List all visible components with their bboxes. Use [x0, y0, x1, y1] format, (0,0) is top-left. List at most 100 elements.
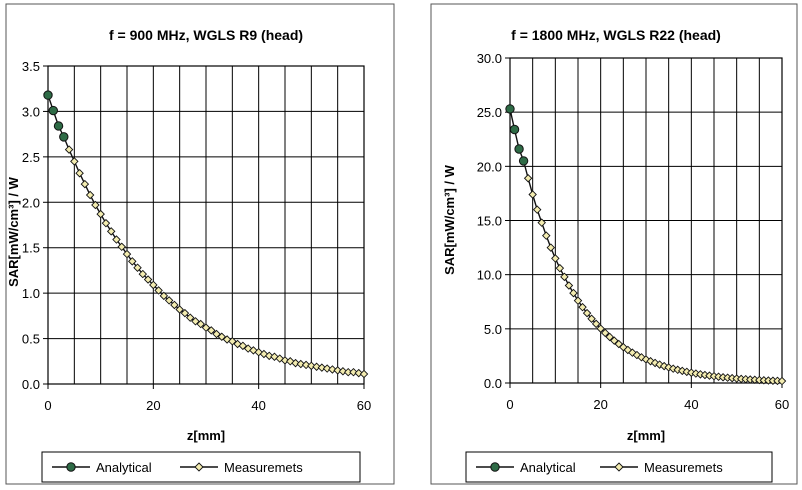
measurement-point — [349, 367, 358, 377]
measurement-point — [628, 348, 637, 357]
measurement-point — [338, 367, 348, 376]
measurement-point — [228, 337, 237, 346]
measurement-point — [301, 360, 311, 370]
legend-marker-measurements — [614, 462, 624, 472]
legend-label: Measuremets — [224, 460, 303, 475]
measurement-point — [523, 174, 533, 183]
y-axis-label: SAR[mW/cm³] / W — [442, 164, 457, 275]
y-tick-label: 0.0 — [22, 377, 40, 392]
plot-area-frame — [509, 57, 783, 384]
chart-border — [430, 3, 798, 485]
legend-box — [41, 451, 361, 483]
measurement-point — [196, 319, 205, 329]
measurement-point — [70, 157, 79, 166]
plot-area-frame — [47, 65, 365, 385]
measurement-point — [600, 328, 610, 338]
measurement-point — [207, 326, 216, 335]
measurement-point — [264, 351, 274, 361]
chart-title: f = 1800 MHz, WGLS R22 (head) — [511, 27, 721, 43]
measurement-point — [317, 363, 327, 372]
measurement-point — [307, 361, 316, 371]
measurement-point — [573, 296, 583, 305]
measurement-point — [91, 200, 100, 210]
y-tick-label: 3.5 — [22, 59, 40, 74]
measurement-point — [532, 205, 542, 214]
measurement-point — [201, 323, 211, 332]
measurement-point — [551, 254, 560, 263]
analytical-point — [43, 90, 53, 100]
analytical-point — [505, 104, 515, 114]
measurement-point — [596, 324, 605, 333]
measurement-point — [528, 190, 537, 199]
measurement-point — [546, 243, 556, 252]
x-tick-label: 0 — [44, 398, 51, 413]
measurement-point — [678, 366, 687, 376]
legend-label: Analytical — [520, 460, 576, 475]
legend-marker-analytical — [66, 462, 76, 472]
measurement-point — [64, 145, 74, 154]
chart-svg-1800mhz: f = 1800 MHz, WGLS R22 (head) 0.0 5.0 10.0 1… — [430, 3, 798, 485]
measurement-point — [175, 305, 184, 314]
measurement-point — [170, 300, 179, 310]
chart-panel-900mhz: f = 900 MHz, WGLS R9 (head) 0.0 0.5 1.0 1.5 2… — [0, 0, 400, 490]
measurement-point — [96, 209, 105, 219]
measurement-point — [159, 291, 169, 301]
measurement-point — [582, 308, 592, 318]
measurement-point — [191, 317, 200, 326]
measurement-point — [149, 280, 158, 290]
analytical-point — [48, 105, 58, 116]
measurement-point — [280, 356, 290, 365]
measurement-point — [243, 344, 253, 353]
x-tick-label: 60 — [775, 397, 789, 412]
chart-panel-1800mhz: f = 1800 MHz, WGLS R22 (head) 0.0 5.0 10.0 1… — [426, 0, 802, 490]
measurement-point — [249, 346, 258, 355]
measurement-point — [128, 257, 137, 266]
measurement-point — [101, 218, 111, 228]
y-tick-label: 1.5 — [22, 241, 40, 256]
y-tick-label: 15.0 — [477, 214, 502, 229]
measurement-point — [85, 190, 95, 200]
y-tick-label: 3.0 — [22, 104, 40, 119]
analytical-point — [514, 144, 524, 154]
measurement-point — [359, 369, 369, 379]
measurement-point — [75, 168, 84, 178]
analytical-point — [518, 156, 529, 166]
measurement-point — [555, 263, 565, 273]
measurement-point — [777, 376, 787, 386]
y-tick-label: 20.0 — [477, 159, 502, 174]
y-tick-label: 25.0 — [477, 105, 502, 120]
measurement-point — [212, 329, 221, 339]
x-tick-label: 20 — [593, 397, 607, 412]
analytical-point — [53, 121, 64, 131]
chart-title: f = 900 MHz, WGLS R9 (head) — [109, 27, 303, 43]
y-tick-label: 2.0 — [22, 195, 40, 210]
measurement-point — [217, 332, 227, 341]
measurement-point — [106, 227, 116, 236]
y-tick-label: 30.0 — [477, 51, 502, 66]
y-tick-label: 0.5 — [22, 332, 40, 347]
y-tick-label: 1.0 — [22, 286, 40, 301]
measurement-point — [238, 341, 248, 351]
measurement-point — [122, 249, 132, 259]
x-axis-label: z[mm] — [627, 428, 665, 443]
x-tick-label: 40 — [251, 398, 265, 413]
measurement-point — [154, 286, 163, 295]
measurement-point — [333, 366, 342, 375]
legend-marker-analytical — [490, 462, 500, 472]
measurement-point — [143, 275, 153, 284]
measurement-point — [659, 361, 669, 371]
measurement-point — [646, 356, 655, 366]
measurement-point — [80, 179, 90, 189]
measurement-point — [610, 336, 619, 345]
measurement-point — [296, 359, 306, 369]
measurement-point — [591, 319, 601, 329]
legend-label: Analytical — [96, 460, 152, 475]
x-tick-label: 60 — [357, 398, 371, 413]
measurement-point — [537, 218, 546, 227]
y-tick-label: 0.0 — [484, 376, 502, 391]
measurement-point — [632, 350, 642, 360]
measurement-point — [605, 332, 614, 342]
measurement-point — [117, 242, 126, 252]
y-axis-label: SAR[mW/cm³] / W — [6, 176, 21, 287]
measurement-point — [560, 272, 569, 282]
